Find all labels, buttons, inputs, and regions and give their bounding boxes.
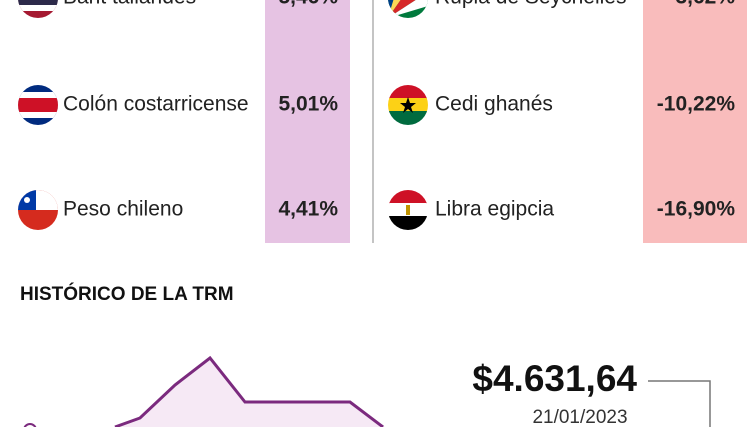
section-title: HISTÓRICO DE LA TRM [20, 283, 234, 305]
flag-thailand [18, 0, 58, 18]
connector [648, 380, 711, 427]
history-area [20, 358, 385, 427]
trm-date: 21/01/2023 [532, 407, 627, 427]
flag-seychelles [388, 0, 428, 18]
currency-name: Rupia de Seychelles [435, 0, 626, 9]
currency-change: 5,46% [278, 0, 338, 9]
currency-change: 5,01% [278, 93, 338, 116]
flag-costa-rica [18, 85, 58, 125]
flag-chile [18, 190, 58, 230]
currency-name: Baht tailandés [63, 0, 196, 9]
flag-ghana [388, 85, 428, 125]
currency-change: -16,90% [657, 198, 736, 221]
currency-name: Libra egipcia [435, 198, 554, 221]
history-line [114, 355, 384, 427]
history-point [23, 423, 37, 427]
currency-change: 4,41% [278, 198, 338, 221]
flag-egypt [388, 190, 428, 230]
currency-rows: Baht tailandés 5,46% Colón costarricense 5,… [63, 0, 735, 221]
trm-value: $4.631,64 [472, 358, 637, 399]
currency-name: Colón costarricense [63, 93, 249, 116]
currency-name: Cedi ghanés [435, 93, 553, 116]
currency-change: -3,62% [668, 0, 735, 9]
currency-name: Peso chileno [63, 198, 183, 221]
gain-column [265, 0, 350, 243]
currency-change: -10,22% [657, 93, 736, 116]
loss-column [643, 0, 747, 243]
